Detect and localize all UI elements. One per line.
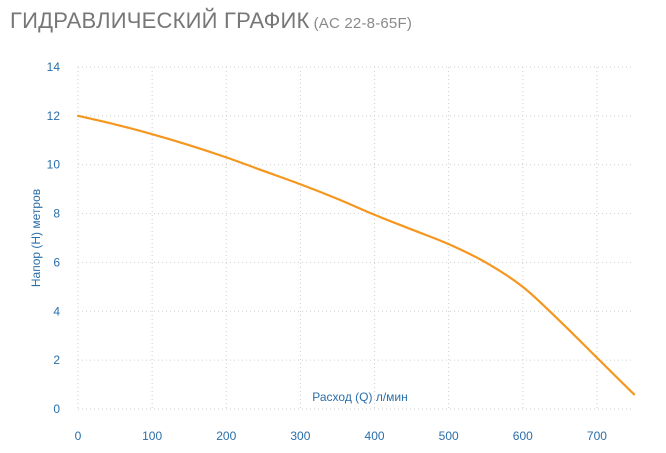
x-tick-label: 600 bbox=[513, 429, 533, 443]
x-tick-label: 400 bbox=[365, 429, 385, 443]
x-tick-label: 700 bbox=[587, 429, 607, 443]
x-tick-label: 100 bbox=[142, 429, 162, 443]
x-tick-label: 0 bbox=[75, 429, 82, 443]
y-tick-label: 6 bbox=[53, 255, 60, 269]
y-axis-ticks: 0 2 4 6 8 10 12 14 bbox=[47, 60, 61, 416]
pump-model: (AC 22-8-65F) bbox=[313, 15, 413, 32]
x-axis-label: Расход (Q) л/мин bbox=[312, 390, 407, 404]
series-group bbox=[76, 114, 636, 396]
grid-lines bbox=[77, 66, 634, 410]
y-axis-label: Напор (H) метров bbox=[29, 189, 43, 287]
y-tick-label: 10 bbox=[47, 158, 61, 172]
y-tick-label: 12 bbox=[47, 109, 61, 123]
y-tick-label: 2 bbox=[53, 353, 60, 367]
pump-curve-line bbox=[76, 114, 636, 396]
x-tick-label: 300 bbox=[290, 429, 310, 443]
y-tick-label: 8 bbox=[53, 207, 60, 221]
x-tick-label: 200 bbox=[216, 429, 236, 443]
chart-title: ГИДРАВЛИЧЕСКИЙ ГРАФИК (AC 22-8-65F) bbox=[10, 8, 412, 34]
y-tick-label: 14 bbox=[47, 60, 61, 74]
x-tick-label: 500 bbox=[439, 429, 459, 443]
y-tick-label: 0 bbox=[53, 402, 60, 416]
x-axis-ticks: 0 100 200 300 400 500 600 700 bbox=[75, 429, 608, 443]
chart-title-text: ГИДРАВЛИЧЕСКИЙ ГРАФИК bbox=[10, 8, 310, 33]
y-tick-label: 4 bbox=[53, 304, 60, 318]
